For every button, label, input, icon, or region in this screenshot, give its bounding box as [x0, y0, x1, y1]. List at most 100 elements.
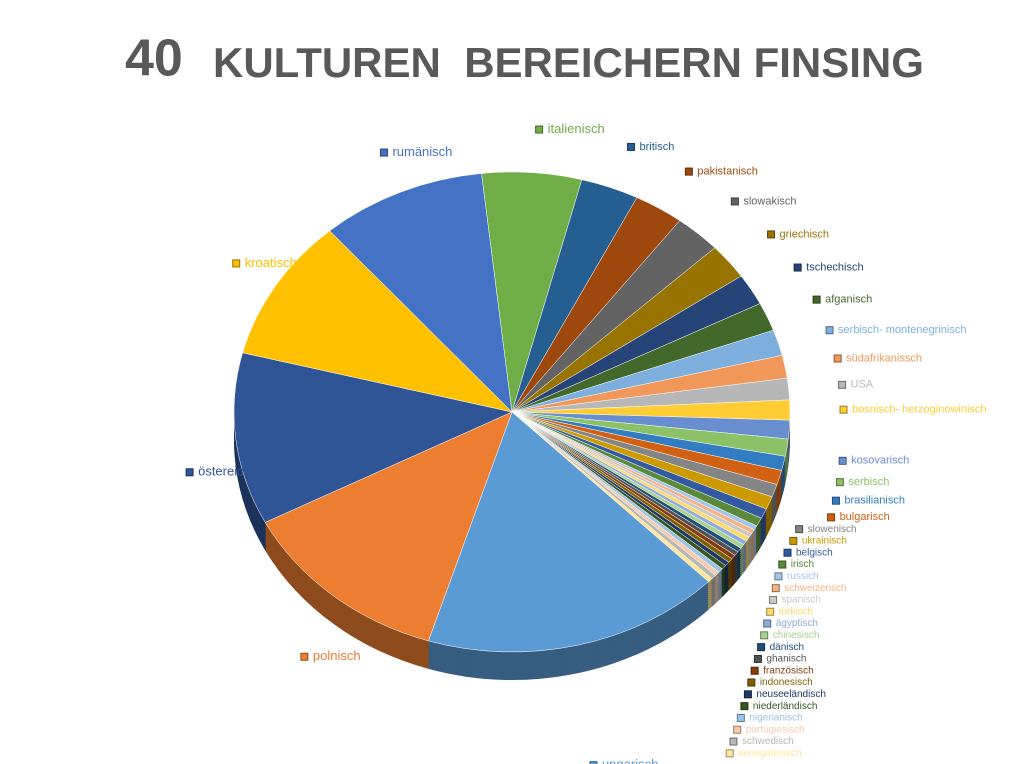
- slice-label: afganisch: [812, 294, 872, 306]
- slice: [233, 352, 513, 523]
- slice-label: slowakisch: [730, 195, 797, 207]
- chart-title: KULTUREN BEREICHERN FINSING: [213, 39, 924, 86]
- label-text: ghanisch: [766, 654, 806, 665]
- label-marker: [736, 713, 745, 722]
- slice: [428, 411, 709, 653]
- label-text: senegalesisch: [738, 748, 801, 759]
- label-text: USA: [851, 379, 874, 391]
- label-text: kosovarisch: [851, 455, 909, 467]
- label-text: slowenisch: [808, 524, 857, 535]
- slice-label: französisch: [750, 665, 814, 676]
- label-text: schweizerisch: [784, 583, 846, 594]
- label-text: britisch: [640, 141, 675, 153]
- slice-label: britisch: [627, 141, 675, 153]
- slice-label: brasilianisch: [831, 495, 905, 507]
- slice-label: kosovarisch: [838, 455, 909, 467]
- slice-label: bosnisch- herzoginowinisch: [839, 404, 987, 416]
- label-marker: [774, 572, 783, 581]
- label-text: dänisch: [770, 642, 804, 653]
- slice-label: kroatisch: [232, 255, 297, 270]
- label-marker: [729, 737, 738, 746]
- slice-label: italienisch: [535, 121, 605, 136]
- label-marker: [743, 690, 752, 699]
- label-text: türkisch: [779, 606, 813, 617]
- label-text: indonesisch: [760, 677, 813, 688]
- label-marker: [185, 468, 194, 477]
- label-text: rumänisch: [392, 144, 452, 159]
- label-marker: [300, 652, 309, 661]
- label-text: ungarisch: [602, 757, 658, 764]
- slice-label: serbisch- montenegrinisch: [825, 324, 966, 336]
- label-marker: [740, 702, 749, 711]
- label-marker: [379, 148, 388, 157]
- label-marker: [627, 142, 636, 151]
- label-text: russich: [787, 571, 819, 582]
- slice-label: russich: [774, 571, 819, 582]
- label-text: pakistanisch: [697, 165, 758, 177]
- label-text: schwedisch: [742, 736, 794, 747]
- label-text: serbisch: [848, 476, 889, 488]
- label-text: brasilianisch: [844, 495, 905, 507]
- label-text: ukrainisch: [802, 536, 847, 547]
- slice-label: chinesisch: [760, 630, 819, 641]
- slice-label: neuseeländisch: [743, 689, 826, 700]
- label-marker: [750, 666, 759, 675]
- label-marker: [535, 125, 544, 134]
- label-marker: [835, 478, 844, 487]
- label-text: belgisch: [796, 547, 833, 558]
- label-text: spanisch: [781, 595, 820, 606]
- label-marker: [778, 560, 787, 569]
- label-marker: [767, 230, 776, 239]
- label-marker: [827, 513, 836, 522]
- slice-label: ägyptisch: [763, 618, 818, 629]
- label-text: bosnisch- herzoginowinisch: [852, 404, 987, 416]
- slice-label: schwedisch: [729, 736, 794, 747]
- label-text: kroatisch: [245, 255, 297, 270]
- slice-label: belgisch: [783, 547, 833, 558]
- label-text: neuseeländisch: [756, 689, 826, 700]
- label-marker: [747, 678, 756, 687]
- slice-label: serbisch: [835, 476, 889, 488]
- label-text: griechisch: [780, 228, 830, 240]
- slice-label: nigerianisch: [736, 713, 803, 724]
- label-marker: [789, 536, 798, 545]
- label-marker: [753, 654, 762, 663]
- label-marker: [795, 525, 804, 534]
- label-text: bulgarisch: [840, 511, 890, 523]
- slice-label: östereichisch: [185, 464, 274, 479]
- label-marker: [793, 263, 802, 272]
- slice-label: indonesisch: [747, 677, 813, 688]
- slice-label: senegalesisch: [725, 748, 802, 759]
- slice-label: ghanisch: [753, 654, 806, 665]
- label-marker: [771, 584, 780, 593]
- slice: [329, 173, 513, 413]
- label-text: ägyptisch: [776, 618, 818, 629]
- label-marker: [760, 631, 769, 640]
- label-marker: [232, 259, 241, 268]
- slice-label: polnisch: [300, 648, 361, 663]
- label-marker: [733, 725, 742, 734]
- title-number: 40: [125, 30, 183, 88]
- label-text: serbisch- montenegrinisch: [838, 324, 966, 336]
- label-marker: [833, 354, 842, 363]
- label-marker: [763, 619, 772, 628]
- label-marker: [825, 326, 834, 335]
- label-text: tschechisch: [806, 261, 863, 273]
- slice: [264, 411, 513, 642]
- label-text: portugiesisch: [746, 724, 805, 735]
- slice-label: ukrainisch: [789, 536, 847, 547]
- label-text: slowakisch: [743, 195, 796, 207]
- slice-label: bulgarisch: [827, 511, 890, 523]
- label-marker: [766, 607, 775, 616]
- label-marker: [838, 456, 847, 465]
- label-marker: [589, 761, 598, 764]
- label-text: nigerianisch: [749, 713, 802, 724]
- label-marker: [839, 405, 848, 414]
- slice-label: pakistanisch: [684, 165, 758, 177]
- label-marker: [768, 595, 777, 604]
- label-text: niederländisch: [753, 701, 818, 712]
- label-marker: [831, 496, 840, 505]
- slice-label: griechisch: [767, 228, 830, 240]
- label-text: italienisch: [548, 121, 605, 136]
